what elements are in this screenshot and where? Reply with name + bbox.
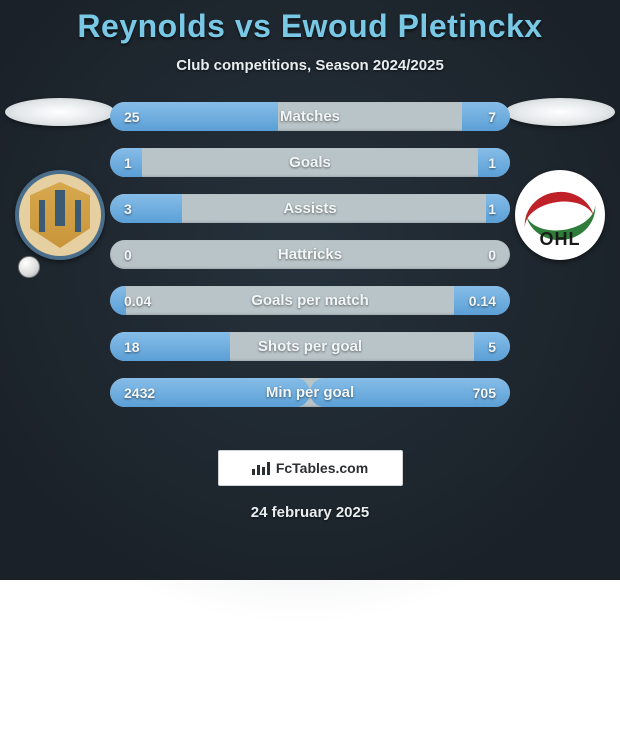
stat-label: Min per goal [110,378,510,407]
stat-row: Goals1 1 [110,148,510,177]
silhouette-right [505,98,615,126]
stat-row: Assists3 1 [110,194,510,223]
stat-value-right: 1 [488,194,496,223]
bar-chart-icon [252,461,270,475]
stat-value-right: 0 [488,240,496,269]
stat-row: Matches25 7 [110,102,510,131]
stat-value-left: 2432 [124,378,155,407]
stat-label: Goals [110,148,510,177]
stat-value-left: 18 [124,332,140,361]
subtitle: Club competitions, Season 2024/2025 [0,57,620,74]
stat-value-right: 705 [473,378,496,407]
comparison-chart: OHL Matches257Goals11Assists31Hattricks0… [0,98,620,428]
stat-value-right: 0.14 [469,286,496,315]
stat-row: Min per goal2432 705 [110,378,510,407]
ball-icon [18,256,40,278]
date-label: 24 february 2025 [0,504,620,521]
brand-text: FcTables.com [276,460,368,476]
stat-label: Goals per match [110,286,510,315]
stat-bars: Matches257Goals11Assists31Hattricks00Goa… [110,102,510,407]
player-right-column: OHL [500,98,620,260]
stat-value-right: 5 [488,332,496,361]
club-crest-left [15,170,105,260]
stat-label: Shots per goal [110,332,510,361]
stat-label: Matches [110,102,510,131]
stat-value-left: 1 [124,148,132,177]
brand-badge[interactable]: FcTables.com [218,450,403,486]
stat-value-right: 1 [488,148,496,177]
stat-value-left: 25 [124,102,140,131]
stat-value-left: 0 [124,240,132,269]
stat-row: Shots per goal18 5 [110,332,510,361]
stat-label: Assists [110,194,510,223]
stat-value-left: 0.04 [124,286,151,315]
stat-value-right: 7 [488,102,496,131]
player-left-column [0,98,120,260]
stat-value-left: 3 [124,194,132,223]
crest-right-text: OHL [515,229,605,250]
club-crest-right: OHL [515,170,605,260]
stat-label: Hattricks [110,240,510,269]
stat-row: Goals per match0.04 0.14 [110,286,510,315]
silhouette-left [5,98,115,126]
page-title: Reynolds vs Ewoud Pletinckx [0,8,620,45]
stat-row: Hattricks0 0 [110,240,510,269]
